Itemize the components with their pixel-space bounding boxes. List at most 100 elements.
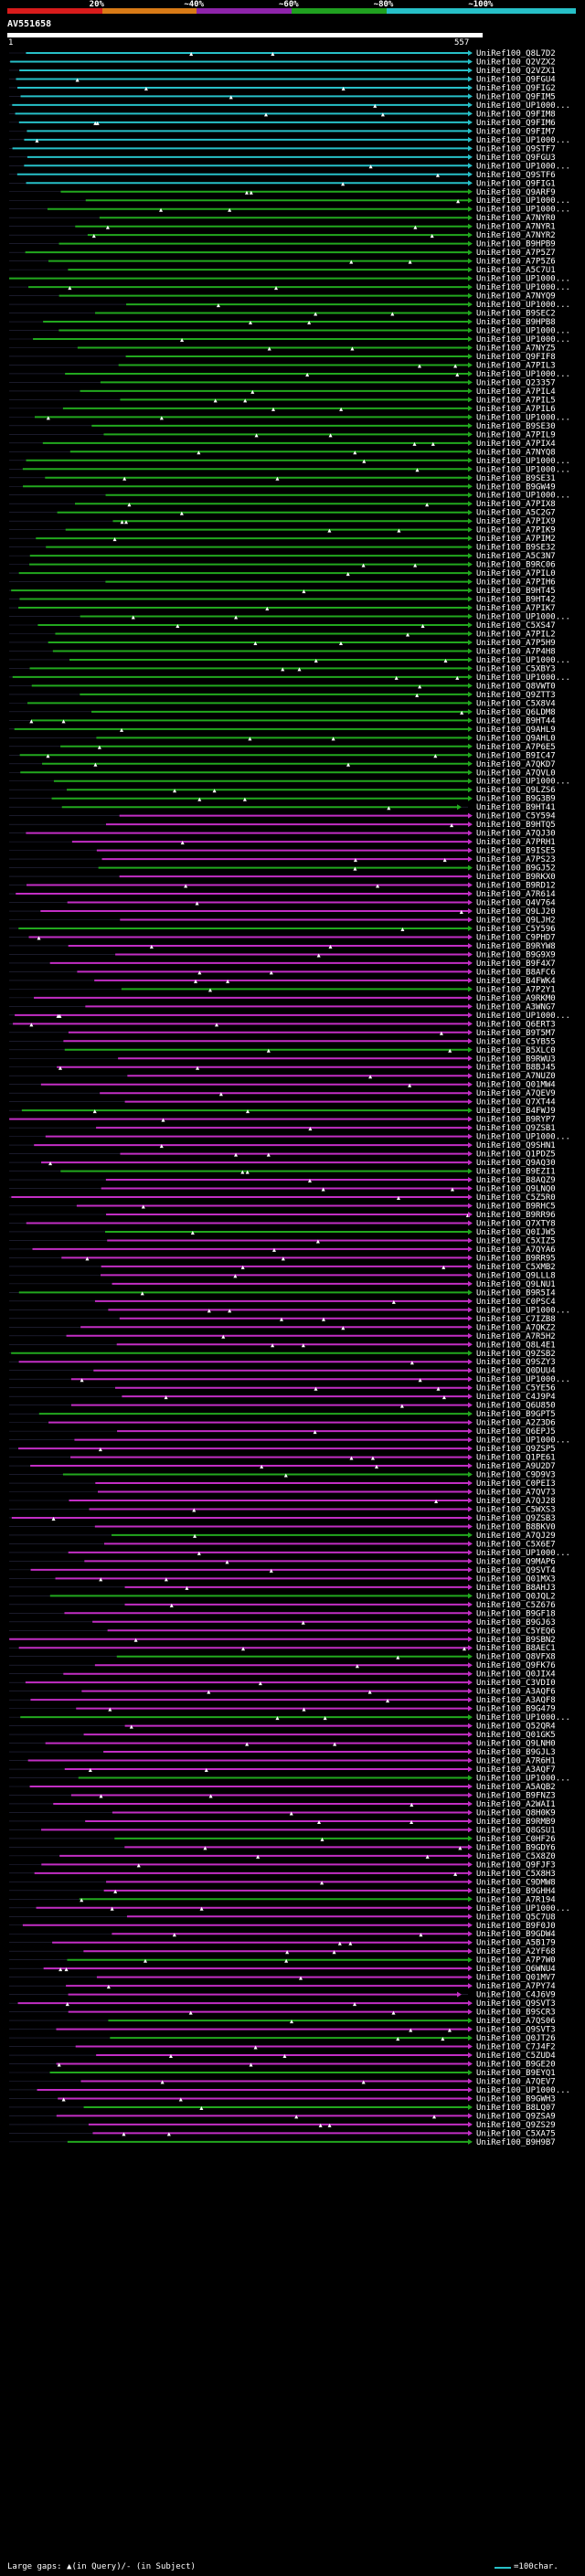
hit-label[interactable]: UniRef100_UP1000... — [476, 370, 570, 379]
hit-label[interactable]: UniRef100_C5XA75 — [476, 2129, 556, 2138]
hit-label[interactable]: UniRef100_C5XMB2 — [476, 1263, 556, 1272]
hit-label[interactable]: UniRef100_B9RYW8 — [476, 942, 556, 951]
hit-label[interactable]: UniRef100_B9ISE5 — [476, 847, 556, 856]
hit-label[interactable]: UniRef100_B8AFC6 — [476, 968, 556, 977]
hit-label[interactable]: UniRef100_A7NYZ5 — [476, 344, 556, 353]
hit-label[interactable]: UniRef100_B9GDW4 — [476, 1930, 556, 1939]
hit-label[interactable]: UniRef100_A7PIX4 — [476, 440, 556, 449]
hit-label[interactable]: UniRef100_Q8L4E1 — [476, 1341, 556, 1350]
hit-label[interactable]: UniRef100_Q9FIM8 — [476, 110, 556, 119]
hit-label[interactable]: UniRef100_Q9STF6 — [476, 171, 556, 180]
hit-label[interactable]: UniRef100_C5Y596 — [476, 925, 556, 934]
hit-label[interactable]: UniRef100_B9T5M7 — [476, 1029, 556, 1038]
hit-label[interactable]: UniRef100_Q8VFX8 — [476, 1653, 556, 1662]
hit-label[interactable]: UniRef100_A7R194 — [476, 1895, 556, 1904]
hit-label[interactable]: UniRef100_Q9SVT3 — [476, 1999, 556, 2009]
hit-label[interactable]: UniRef100_B9R5I4 — [476, 1288, 556, 1298]
hit-label[interactable]: UniRef100_Q01MW4 — [476, 1081, 556, 1090]
hit-label[interactable]: UniRef100_UP1000... — [476, 1133, 570, 1142]
hit-label[interactable]: UniRef100_B9GWH3 — [476, 2094, 556, 2104]
hit-label[interactable]: UniRef100_B9GW49 — [476, 482, 556, 492]
hit-label[interactable]: UniRef100_Q9LLL8 — [476, 1271, 556, 1280]
hit-label[interactable]: UniRef100_B9SBN2 — [476, 1636, 556, 1645]
hit-label[interactable]: UniRef100_B9SE30 — [476, 422, 556, 431]
hit-label[interactable]: UniRef100_A7QYA6 — [476, 1246, 556, 1255]
hit-label[interactable]: UniRef100_C0HF26 — [476, 1835, 556, 1844]
hit-label[interactable]: UniRef100_C5Y594 — [476, 812, 556, 822]
hit-label[interactable]: UniRef100_B9G479 — [476, 1705, 556, 1714]
hit-label[interactable]: UniRef100_UP1000... — [476, 327, 570, 336]
hit-label[interactable]: UniRef100_B9RKX0 — [476, 873, 556, 882]
hit-label[interactable]: UniRef100_A7QS06 — [476, 2017, 556, 2026]
hit-label[interactable]: UniRef100_B8BKV0 — [476, 1522, 556, 1532]
hit-label[interactable]: UniRef100_Q9ZSB1 — [476, 1124, 556, 1133]
hit-label[interactable]: UniRef100_A7PIK7 — [476, 604, 556, 613]
hit-label[interactable]: UniRef100_Q9FGU3 — [476, 154, 556, 163]
hit-label[interactable]: UniRef100_UP1000... — [476, 413, 570, 422]
hit-label[interactable]: UniRef100_Q01MV7 — [476, 1974, 556, 1983]
hit-label[interactable]: UniRef100_B8AQZ9 — [476, 1176, 556, 1185]
hit-label[interactable]: UniRef100_Q9AHL9 — [476, 726, 556, 735]
hit-label[interactable]: UniRef100_Q9ZSA9 — [476, 2112, 556, 2121]
hit-label[interactable]: UniRef100_C5Z676 — [476, 1601, 556, 1610]
hit-label[interactable]: UniRef100_Q9SVT4 — [476, 1566, 556, 1575]
hit-label[interactable]: UniRef100_Q8L7D2 — [476, 49, 556, 58]
hit-label[interactable]: UniRef100_A5C7U1 — [476, 266, 556, 275]
hit-label[interactable]: UniRef100_UP1000... — [476, 1012, 570, 1021]
hit-label[interactable]: UniRef100_B9RMB9 — [476, 1818, 556, 1827]
hit-label[interactable]: UniRef100_Q6WNU4 — [476, 1965, 556, 1974]
hit-label[interactable]: UniRef100_A7QJ29 — [476, 1532, 556, 1541]
hit-label[interactable]: UniRef100_B9IC47 — [476, 751, 556, 760]
hit-label[interactable]: UniRef100_A2WAI1 — [476, 1800, 556, 1809]
hit-label[interactable]: UniRef100_A7PIL2 — [476, 630, 556, 639]
hit-label[interactable]: UniRef100_Q9FIG2 — [476, 84, 556, 93]
hit-label[interactable]: UniRef100_Q7XTY8 — [476, 1219, 556, 1228]
hit-label[interactable]: UniRef100_B9RYP7 — [476, 1116, 556, 1125]
hit-label[interactable]: UniRef100_Q9AHL0 — [476, 734, 556, 743]
hit-label[interactable]: UniRef100_A7PIX8 — [476, 500, 556, 509]
hit-label[interactable]: UniRef100_A7QVL0 — [476, 769, 556, 778]
hit-label[interactable]: UniRef100_Q9FIM6 — [476, 119, 556, 128]
hit-label[interactable]: UniRef100_Q4V764 — [476, 899, 556, 908]
hit-label[interactable]: UniRef100_A3AQF6 — [476, 1688, 556, 1697]
hit-label[interactable]: UniRef100_Q9LNU1 — [476, 1280, 556, 1289]
hit-label[interactable]: UniRef100_Q2VZX2 — [476, 58, 556, 67]
hit-label[interactable]: UniRef100_A7QJ30 — [476, 830, 556, 839]
hit-label[interactable]: UniRef100_Q9LZS6 — [476, 786, 556, 795]
hit-label[interactable]: UniRef100_A9U2D7 — [476, 1462, 556, 1471]
hit-label[interactable]: UniRef100_A7PIL3 — [476, 361, 556, 370]
hit-label[interactable]: UniRef100_B9GJL3 — [476, 1748, 556, 1757]
hit-label[interactable]: UniRef100_B9RR95 — [476, 1254, 556, 1263]
hit-label[interactable]: UniRef100_C5XS47 — [476, 621, 556, 631]
hit-label[interactable]: UniRef100_B9GJ52 — [476, 864, 556, 874]
hit-label[interactable]: UniRef100_UP1000... — [476, 465, 570, 474]
hit-label[interactable]: UniRef100_Q9ZSB3 — [476, 1514, 556, 1523]
hit-label[interactable]: UniRef100_B9EYQ1 — [476, 2069, 556, 2078]
hit-label[interactable]: UniRef100_B9SE31 — [476, 474, 556, 483]
hit-label[interactable]: UniRef100_C9D9V3 — [476, 1471, 556, 1480]
hit-label[interactable]: UniRef100_B9F4X7 — [476, 959, 556, 969]
hit-label[interactable]: UniRef100_Q0JQL2 — [476, 1592, 556, 1601]
hit-label[interactable]: UniRef100_A7R614 — [476, 890, 556, 899]
hit-label[interactable]: UniRef100_A7PIL9 — [476, 430, 556, 440]
hit-label[interactable]: UniRef100_C5X8Z0 — [476, 1852, 556, 1861]
hit-label[interactable]: UniRef100_B9HTQ5 — [476, 821, 556, 830]
hit-label[interactable]: UniRef100_C5X8H3 — [476, 1870, 556, 1879]
hit-label[interactable]: UniRef100_UP1000... — [476, 1549, 570, 1558]
hit-label[interactable]: UniRef100_B8AHJ3 — [476, 1584, 556, 1593]
hit-label[interactable]: UniRef100_A7NYR2 — [476, 231, 556, 240]
hit-label[interactable]: UniRef100_C5YE56 — [476, 1384, 556, 1394]
hit-label[interactable]: UniRef100_B9GJ63 — [476, 1618, 556, 1627]
hit-label[interactable]: UniRef100_A7P5Z6 — [476, 258, 556, 267]
hit-label[interactable]: UniRef100_C7IZB8 — [476, 1315, 556, 1324]
hit-label[interactable]: UniRef100_UP1000... — [476, 283, 570, 292]
hit-label[interactable]: UniRef100_A5C2G7 — [476, 509, 556, 518]
hit-label[interactable]: UniRef100_B9G3B9 — [476, 795, 556, 804]
hit-label[interactable]: UniRef100_A7QJ28 — [476, 1497, 556, 1506]
hit-label[interactable]: UniRef100_Q9SVT3 — [476, 2026, 556, 2035]
hit-label[interactable]: UniRef100_Q01GK5 — [476, 1731, 556, 1740]
hit-label[interactable]: UniRef100_B9RHC5 — [476, 1203, 556, 1212]
hit-label[interactable]: UniRef100_B9GHH4 — [476, 1887, 556, 1896]
hit-label[interactable]: UniRef100_Q9FIM5 — [476, 92, 556, 101]
hit-label[interactable]: UniRef100_A7QKD7 — [476, 760, 556, 769]
